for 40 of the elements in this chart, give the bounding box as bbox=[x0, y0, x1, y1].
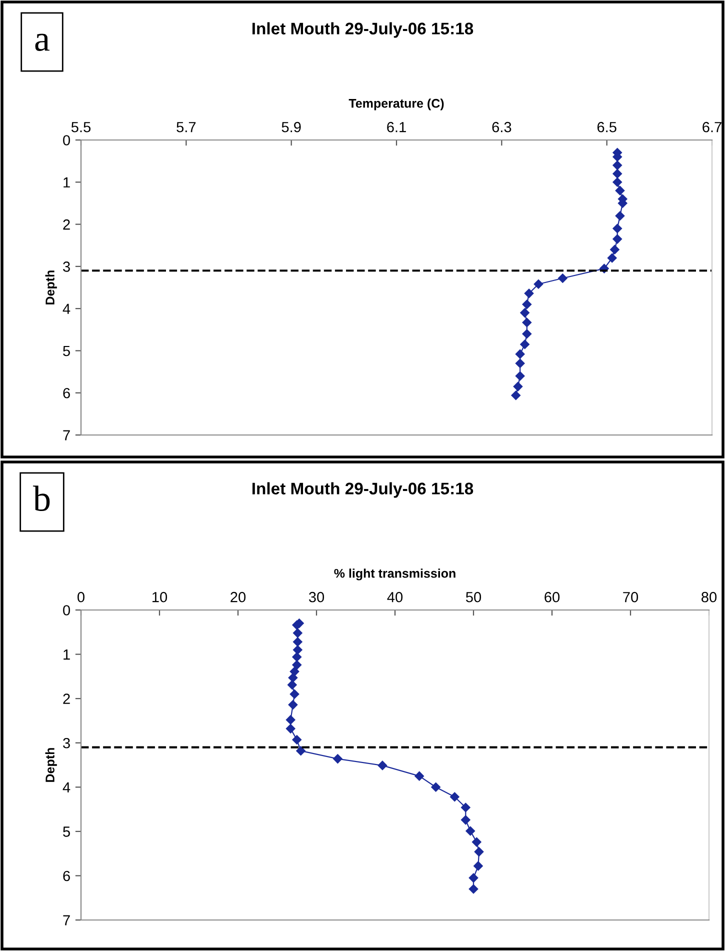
chart-title: Inlet Mouth 29-July-06 15:18 bbox=[252, 22, 474, 38]
y-tick-label: 7 bbox=[63, 915, 70, 926]
y-tick-label: 2 bbox=[63, 694, 70, 704]
x-tick-label: 40 bbox=[387, 592, 403, 602]
y-tick-label: 0 bbox=[63, 135, 70, 146]
x-axis-title: Temperature (C) bbox=[348, 98, 444, 110]
y-tick-label: 5 bbox=[63, 826, 70, 837]
x-tick-label: 5.9 bbox=[282, 122, 301, 132]
x-tick-label: 5.7 bbox=[176, 122, 196, 132]
x-tick-label: 6.1 bbox=[387, 122, 406, 132]
x-tick-label: 10 bbox=[152, 592, 168, 602]
y-tick-label: 4 bbox=[62, 304, 70, 314]
y-tick-label: 3 bbox=[63, 738, 70, 748]
x-tick-label: 70 bbox=[623, 592, 638, 602]
y-tick-label: 1 bbox=[64, 650, 70, 660]
x-tick-label: 6.7 bbox=[702, 122, 722, 132]
x-tick-label: 6.3 bbox=[492, 122, 512, 132]
x-tick-label: 5.5 bbox=[71, 122, 91, 132]
y-tick-label: 0 bbox=[63, 605, 70, 616]
y-tick-label: 6 bbox=[63, 870, 70, 882]
y-tick-label: 6 bbox=[63, 388, 70, 398]
x-tick-label: 60 bbox=[544, 592, 560, 602]
text: b bbox=[32, 486, 50, 512]
x-tick-label: 30 bbox=[308, 592, 324, 602]
y-tick-label: 3 bbox=[63, 262, 70, 272]
x-tick-label: 6.5 bbox=[597, 122, 616, 132]
chart-title: Inlet Mouth 29-July-06 15:18 bbox=[252, 482, 474, 498]
y-tick-label: 2 bbox=[63, 219, 70, 230]
x-tick-label: 80 bbox=[702, 592, 717, 602]
y-axis-title: Depth bbox=[45, 748, 57, 782]
x-tick-label: 50 bbox=[466, 592, 482, 602]
x-tick-label: 0 bbox=[78, 592, 84, 602]
y-tick-label: 5 bbox=[63, 346, 70, 356]
y-tick-label: 4 bbox=[62, 782, 70, 792]
x-tick-label: 20 bbox=[230, 592, 246, 602]
text: a bbox=[35, 34, 50, 52]
y-tick-label: 7 bbox=[63, 430, 70, 440]
y-tick-label: 1 bbox=[64, 177, 70, 188]
y-axis-title: Depth bbox=[45, 270, 57, 304]
x-axis-title: % light transmission bbox=[334, 568, 456, 580]
